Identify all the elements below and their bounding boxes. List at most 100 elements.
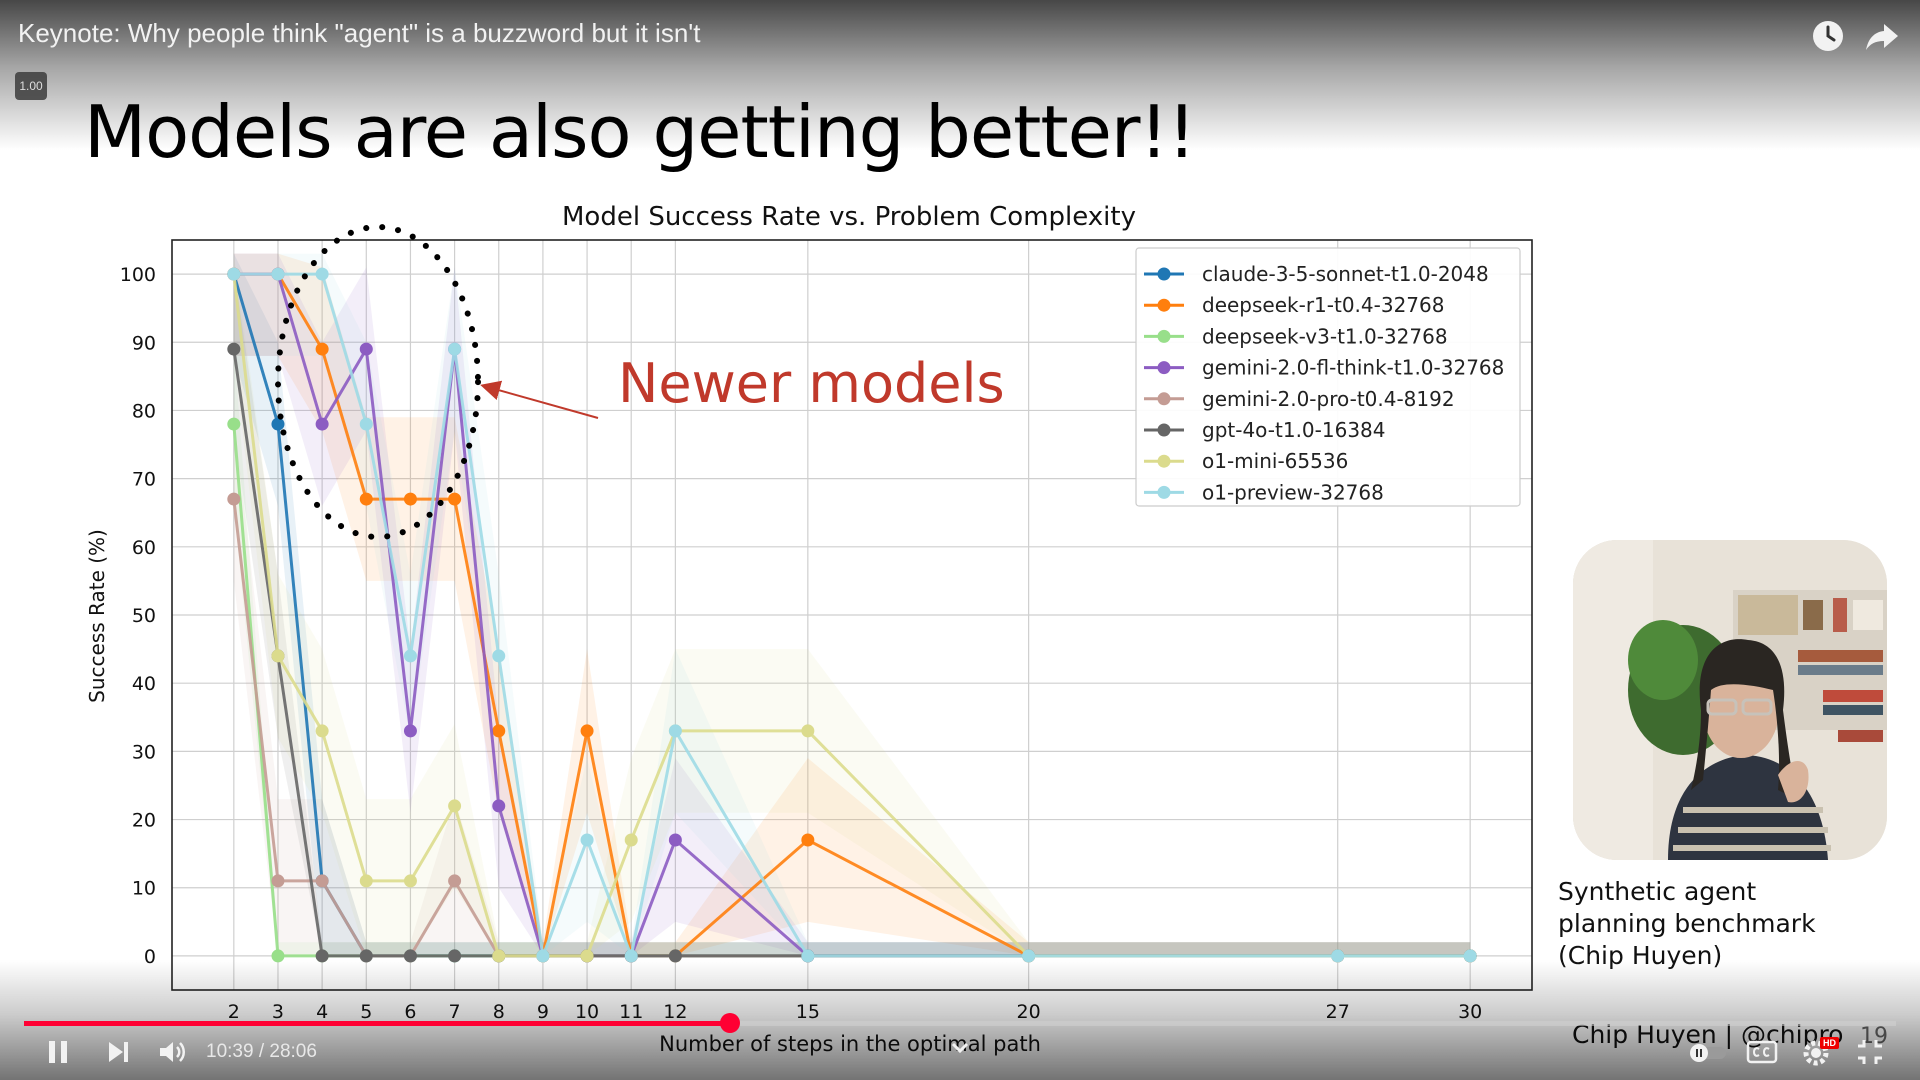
data-point bbox=[315, 949, 329, 963]
cc-icon[interactable] bbox=[1744, 1034, 1780, 1070]
data-point bbox=[536, 949, 550, 963]
data-point bbox=[403, 874, 417, 888]
x-tick-label: 9 bbox=[537, 1001, 549, 1023]
data-point bbox=[1022, 949, 1036, 963]
x-tick-label: 11 bbox=[619, 1001, 643, 1023]
data-point bbox=[315, 417, 329, 431]
caption-line-2: planning benchmark bbox=[1558, 909, 1816, 938]
legend-entry: o1-preview-32768 bbox=[1202, 480, 1384, 504]
pause-icon[interactable] bbox=[40, 1034, 76, 1070]
progress-bar[interactable] bbox=[24, 1013, 1896, 1033]
duration: 28:06 bbox=[269, 1041, 317, 1062]
data-point bbox=[403, 724, 417, 738]
y-tick-label: 40 bbox=[132, 673, 156, 695]
gear-icon[interactable]: HD bbox=[1798, 1034, 1839, 1070]
data-point bbox=[492, 649, 506, 663]
data-point bbox=[448, 342, 462, 356]
data-point bbox=[227, 492, 241, 506]
exit-fullscreen-icon[interactable] bbox=[1852, 1034, 1888, 1070]
next-icon[interactable] bbox=[100, 1034, 136, 1070]
y-tick-label: 60 bbox=[132, 537, 156, 559]
data-point bbox=[580, 724, 594, 738]
series-band bbox=[233, 253, 1471, 956]
data-point bbox=[403, 649, 417, 663]
x-tick-label: 20 bbox=[1017, 1001, 1041, 1023]
data-point bbox=[315, 267, 329, 281]
data-point bbox=[227, 342, 241, 356]
time-display: 10:39 / 28:06 bbox=[206, 1041, 317, 1063]
caption-line-1: Synthetic agent bbox=[1558, 877, 1757, 906]
y-tick-label: 10 bbox=[132, 878, 156, 900]
share-arrow-icon[interactable] bbox=[1862, 16, 1902, 56]
chart-y-axis-label: Success Rate (%) bbox=[85, 529, 109, 703]
data-point bbox=[315, 342, 329, 356]
y-tick-label: 20 bbox=[132, 810, 156, 832]
clock-icon[interactable] bbox=[1808, 16, 1848, 56]
data-point bbox=[448, 799, 462, 813]
y-tick-label: 0 bbox=[144, 946, 156, 968]
data-point bbox=[359, 874, 373, 888]
x-tick-label: 27 bbox=[1326, 1001, 1350, 1023]
chevron-down-icon[interactable] bbox=[942, 1030, 978, 1066]
data-point bbox=[580, 949, 594, 963]
time-separator: / bbox=[258, 1041, 265, 1062]
legend-entry: deepseek-r1-t0.4-32768 bbox=[1202, 293, 1444, 317]
x-tick-label: 3 bbox=[272, 1001, 284, 1023]
legend-entry: gpt-4o-t1.0-16384 bbox=[1202, 418, 1386, 442]
x-tick-label: 10 bbox=[575, 1001, 599, 1023]
annotation-arrow bbox=[480, 380, 599, 419]
data-point bbox=[624, 949, 638, 963]
data-point bbox=[403, 949, 417, 963]
data-point bbox=[624, 833, 638, 847]
data-point bbox=[271, 267, 285, 281]
current-time: 10:39 bbox=[206, 1041, 254, 1062]
data-point bbox=[801, 833, 815, 847]
chart-x-axis-label: Number of steps in the optimal path bbox=[659, 1032, 1041, 1056]
data-point bbox=[668, 949, 682, 963]
slide-title: Models are also getting better!! bbox=[84, 90, 1196, 174]
data-point bbox=[580, 833, 594, 847]
data-point bbox=[359, 949, 373, 963]
data-point bbox=[1331, 949, 1345, 963]
hd-badge: HD bbox=[1820, 1037, 1839, 1049]
y-tick-label: 70 bbox=[132, 469, 156, 491]
progress-scrubber-handle[interactable] bbox=[719, 1013, 740, 1033]
speaker-illustration bbox=[1573, 540, 1887, 860]
volume-icon[interactable] bbox=[154, 1034, 190, 1070]
legend-swatch-marker bbox=[1157, 361, 1171, 375]
newer-models-highlight-ellipse bbox=[275, 224, 481, 540]
data-point bbox=[492, 799, 506, 813]
series-band bbox=[233, 253, 1471, 956]
data-point bbox=[448, 492, 462, 506]
autoplay-toggle-icon[interactable] bbox=[1686, 1034, 1730, 1070]
y-tick-label: 80 bbox=[132, 400, 156, 422]
legend-swatch-marker bbox=[1157, 485, 1171, 499]
legend-entry: claude-3-5-sonnet-t1.0-2048 bbox=[1202, 262, 1489, 286]
video-title[interactable]: Keynote: Why people think "agent" is a b… bbox=[18, 18, 701, 48]
data-point bbox=[359, 417, 373, 431]
data-point bbox=[227, 267, 241, 281]
newer-models-annotation: Newer models bbox=[618, 352, 1005, 415]
chart-legend bbox=[1135, 247, 1521, 507]
x-tick-label: 2 bbox=[228, 1001, 240, 1023]
legend-entry: gemini-2.0-pro-t0.4-8192 bbox=[1202, 387, 1455, 411]
data-point bbox=[668, 833, 682, 847]
data-point bbox=[448, 949, 462, 963]
data-point bbox=[492, 949, 506, 963]
progress-played bbox=[24, 1021, 730, 1026]
legend-swatch-marker bbox=[1157, 298, 1171, 312]
data-point bbox=[801, 724, 815, 738]
speaker-video-pip[interactable] bbox=[1573, 540, 1887, 860]
legend-entry: deepseek-v3-t1.0-32768 bbox=[1202, 324, 1448, 348]
playback-speed-badge: 1.00 bbox=[15, 72, 47, 100]
slide-caption: Synthetic agent planning benchmark (Chip… bbox=[1558, 876, 1898, 972]
y-tick-label: 100 bbox=[120, 264, 156, 286]
data-point bbox=[448, 874, 462, 888]
y-tick-label: 90 bbox=[132, 332, 156, 354]
caption-line-3: (Chip Huyen) bbox=[1558, 941, 1723, 970]
legend-entry: o1-mini-65536 bbox=[1202, 449, 1348, 473]
legend-swatch-marker bbox=[1157, 329, 1171, 343]
y-tick-label: 30 bbox=[132, 741, 156, 763]
data-point bbox=[359, 492, 373, 506]
legend-swatch-marker bbox=[1157, 423, 1171, 437]
